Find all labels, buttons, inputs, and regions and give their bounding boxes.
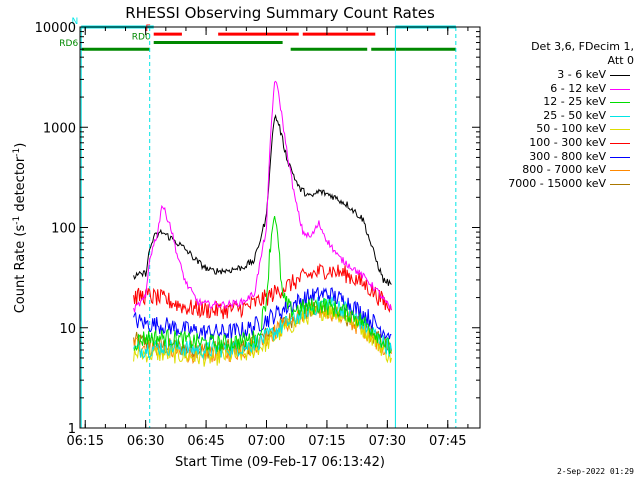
y-label-main: Count Rate (s	[13, 225, 28, 314]
y-axis: 1 10 100 1000 10000	[35, 21, 480, 437]
x-tick-label: 06:30	[127, 434, 164, 449]
y-label-mid: detector	[13, 156, 28, 216]
legend-entry: 50 - 100 keV	[484, 122, 634, 136]
x-tick-label: 07:00	[248, 434, 285, 449]
legend-entry-label: 50 - 100 keV	[536, 122, 606, 136]
legend-entry-label: 25 - 50 keV	[543, 108, 606, 122]
legend-entry: 7000 - 15000 keV	[484, 177, 634, 191]
legend-entry-swatch	[610, 75, 630, 76]
y-label-sup1: -1	[12, 216, 22, 225]
y-tick-label: 100	[51, 222, 76, 237]
x-axis: 06:15 06:30 06:45 07:00 07:15 07:30 07:45	[67, 27, 469, 449]
series-line	[133, 80, 392, 313]
y-label-end: )	[13, 143, 28, 148]
legend-entry: 12 - 25 keV	[484, 95, 634, 109]
x-tick-label: 06:45	[187, 434, 224, 449]
legend-entry-label: 300 - 800 keV	[529, 149, 606, 163]
legend-entry-swatch	[610, 129, 630, 131]
legend-header-line1: Det 3,6, FDecim 1,	[531, 40, 634, 53]
y-tick-label: 1000	[43, 121, 76, 136]
x-tick-label: 07:30	[369, 434, 406, 449]
legend-entry-swatch	[610, 115, 630, 117]
legend-entry-swatch	[610, 142, 630, 144]
legend-entry: 100 - 300 keV	[484, 136, 634, 150]
flag-label: N	[71, 17, 78, 27]
series-lines	[133, 80, 392, 367]
legend-entry: 3 - 6 keV	[484, 68, 634, 82]
legend-entry-swatch	[610, 183, 630, 185]
legend-entry-label: 12 - 25 keV	[543, 95, 606, 109]
legend-entry: 25 - 50 keV	[484, 109, 634, 123]
legend-entry-label: 3 - 6 keV	[557, 68, 606, 81]
legend-entries: 3 - 6 keV 6 - 12 keV 12 - 25 keV 25 - 50 ke…	[484, 68, 634, 190]
y-axis-label: Count Rate (s-1 detector-1)	[12, 143, 28, 314]
footer-date: 2-Sep-2022 01:29	[556, 467, 634, 476]
flag-label: RD0	[132, 33, 151, 43]
legend-header-line2: Att 0	[607, 54, 634, 67]
legend-entry-label: 7000 - 15000 keV	[508, 176, 606, 190]
y-tick-label: 10000	[35, 21, 76, 36]
series-line	[133, 263, 392, 320]
series-line	[133, 215, 392, 355]
legend-entry: 800 - 7000 keV	[484, 163, 634, 177]
status-vertical-lines	[80, 27, 457, 428]
x-axis-label: Start Time (09-Feb-17 06:13:42)	[175, 455, 385, 470]
legend-entry-swatch	[610, 102, 630, 104]
series-line	[133, 302, 392, 365]
y-tick-label: 10	[59, 322, 76, 337]
legend-entry-swatch	[610, 170, 630, 172]
y-tick-label: 1	[68, 422, 76, 437]
legend-entry-swatch	[610, 88, 630, 90]
legend-entry-swatch	[610, 156, 630, 158]
legend-entry-label: 800 - 7000 keV	[522, 163, 606, 177]
legend: Det 3,6, FDecim 1, Att 0 3 - 6 keV 6 - 12…	[484, 40, 634, 190]
x-tick-label: 06:15	[67, 434, 104, 449]
y-label-sup2: -1	[12, 148, 22, 157]
legend-entry-label: 100 - 300 keV	[529, 135, 606, 149]
plot-frame	[79, 26, 481, 429]
flag-label: F	[146, 24, 151, 34]
legend-entry: 300 - 800 keV	[484, 150, 634, 164]
chart-title: RHESSI Observing Summary Count Rates	[125, 4, 435, 22]
series-line	[133, 287, 392, 341]
x-tick-label: 07:45	[429, 434, 466, 449]
flag-label: RD6	[59, 39, 78, 49]
legend-entry: 6 - 12 keV	[484, 82, 634, 96]
series-line	[133, 114, 392, 286]
legend-entry-label: 6 - 12 keV	[550, 81, 606, 95]
x-tick-label: 07:15	[308, 434, 345, 449]
